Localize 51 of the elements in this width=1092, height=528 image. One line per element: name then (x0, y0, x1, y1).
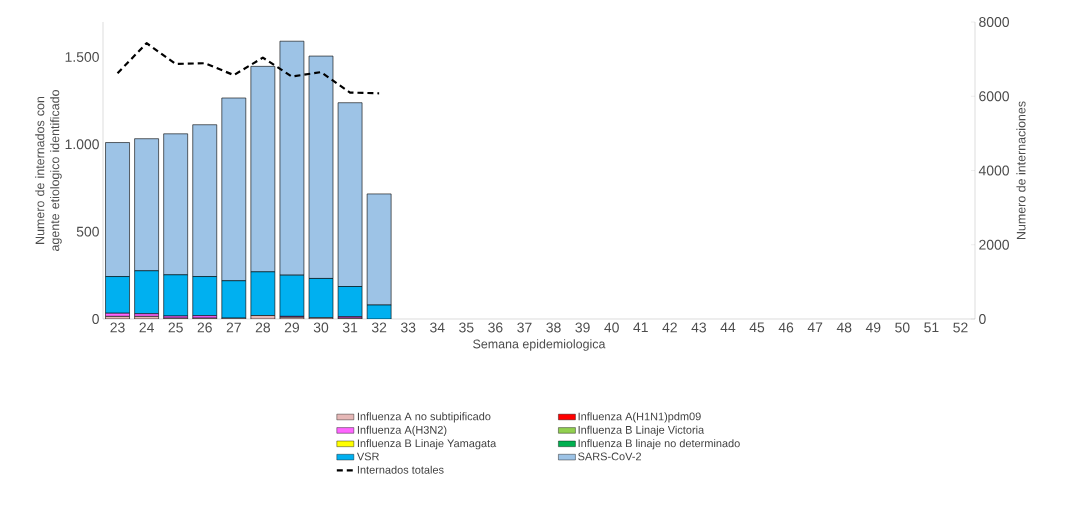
x-tick-label: 40 (604, 322, 619, 333)
x-tick-label: 48 (836, 322, 852, 333)
x-tick-label: 26 (197, 322, 212, 333)
x-tick-label: 45 (749, 322, 765, 333)
y-tick-label: 1.000 (65, 139, 99, 150)
legend-label: Influenza B Linaje Yamagata (357, 439, 497, 450)
x-tick-label: 35 (459, 322, 474, 333)
legend-label: VSR (356, 452, 379, 461)
x-axis-title: Semana epidemiologica (473, 339, 606, 351)
y2-tick-label: 8000 (979, 17, 1010, 27)
x-tick-label: 39 (575, 322, 590, 333)
x-tick-label: 46 (778, 322, 794, 333)
legend-label: Influenza A(H1N1)pdm09 (578, 412, 701, 423)
x-tick-label: 24 (139, 322, 154, 333)
x-tick-label: 38 (546, 322, 561, 333)
legend-label: Internados totales (357, 465, 444, 474)
legend-label: Influenza A no subtipificado (357, 412, 491, 423)
legend-label: Influenza A(H3N2) (357, 425, 447, 436)
x-tick-label: 30 (313, 322, 329, 333)
y-axis-title: Numero de internados con agente etiologico identificado (35, 90, 62, 251)
x-tick-label: 49 (865, 322, 881, 333)
legend-label: SARS-CoV-2 (578, 452, 642, 461)
x-tick-label: 42 (662, 322, 677, 333)
x-tick-label: 50 (895, 322, 910, 333)
x-tick-label: 36 (488, 322, 503, 333)
x-tick-label: 34 (430, 322, 445, 333)
legend-label: Influenza B linaje no determinado (578, 439, 740, 450)
y-tick-label: 500 (76, 226, 99, 237)
x-tick-label: 37 (517, 322, 532, 333)
y-tick-label: 0 (92, 314, 99, 324)
x-tick-label: 32 (371, 322, 387, 333)
x-tick-label: 52 (953, 322, 968, 333)
x-tick-label: 29 (284, 322, 300, 333)
x-tick-label: 28 (255, 322, 271, 333)
x-tick-label: 47 (807, 322, 823, 333)
legend-label: Influenza B Linaje Victoria (578, 425, 705, 436)
x-tick-label: 23 (110, 322, 125, 333)
x-tick-label: 27 (226, 322, 241, 333)
y-tick-label: 1.500 (65, 51, 99, 62)
x-tick-label: 31 (342, 322, 358, 333)
y2-tick-label: 0 (979, 314, 986, 324)
x-tick-label: 33 (400, 322, 416, 333)
x-tick-label: 51 (924, 322, 939, 333)
x-tick-label: 43 (691, 322, 707, 333)
x-tick-label: 44 (720, 322, 736, 333)
y2-tick-label: 6000 (979, 91, 1010, 102)
y2-tick-label: 4000 (978, 165, 1010, 176)
x-tick-label: 41 (633, 322, 648, 333)
y2-tick-label: 2000 (979, 239, 1010, 250)
y2-axis-title: Numero de internaciones (1016, 101, 1026, 240)
x-tick-label: 25 (168, 322, 183, 333)
